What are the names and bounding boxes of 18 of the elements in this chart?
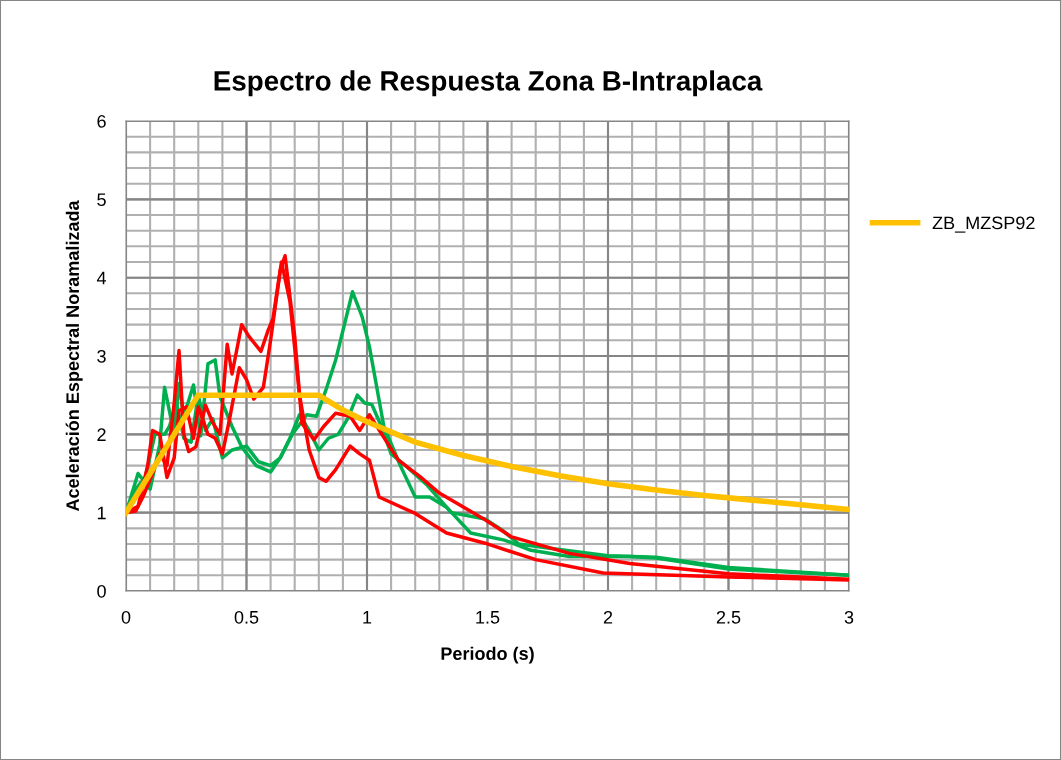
legend-label: ZB_MZSP92 <box>932 216 1035 233</box>
y-tick-label: 2 <box>97 428 106 441</box>
x-tick-label: 3 <box>844 610 854 624</box>
x-tick-label: 2 <box>603 610 613 624</box>
x-tick-label: 2.5 <box>716 610 741 624</box>
y-tick-label: 6 <box>97 114 106 128</box>
y-axis-title: Aceleración Espectral Noramalizada <box>65 200 83 512</box>
x-axis-title: Periodo (s) <box>441 646 534 664</box>
chart-title: Espectro de Respuesta Zona B-Intraplaca <box>214 70 763 97</box>
x-tick-label: 0.5 <box>234 610 259 624</box>
x-tick-label: 0 <box>121 610 131 624</box>
x-tick-label: 1 <box>363 611 372 624</box>
y-tick-label: 3 <box>97 349 106 363</box>
y-tick-label: 1 <box>97 506 106 520</box>
y-tick-label: 0 <box>97 584 106 598</box>
y-tick-label: 5 <box>97 193 106 207</box>
x-tick-label: 1.5 <box>476 611 500 624</box>
y-tick-label: 4 <box>96 271 107 285</box>
